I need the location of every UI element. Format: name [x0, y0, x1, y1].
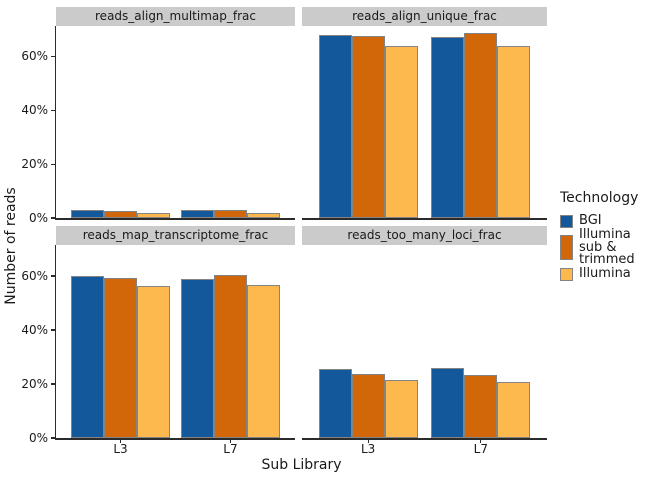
x-tick-mark [367, 438, 369, 443]
facet-strip-reads-map-transcriptome-frac: reads_map_transcriptome_frac [56, 226, 295, 245]
legend: Technology BGI Illumina sub & trimmed Illu… [560, 190, 672, 282]
bar-reads_align_multimap_frac-L3-illumina-sub-trimmed [104, 210, 138, 218]
legend-entry: BGI [560, 215, 672, 228]
y-axis-line [54, 26, 56, 220]
panel-reads-align-multimap-frac [54, 26, 295, 220]
x-axis-title: Sub Library [261, 457, 342, 473]
bar-reads_align_unique_frac-L3-bgi [318, 34, 352, 218]
bar-reads_align_multimap_frac-L3-illumina [137, 212, 171, 218]
y-tick-label: 0% [28, 210, 48, 225]
bar-reads_map_transcriptome_frac-L7-illumina [246, 284, 280, 438]
facet-strip-reads-too-many-loci-frac: reads_too_many_loci_frac [302, 226, 547, 245]
y-tick-label: 60% [21, 268, 48, 283]
legend-key-swatch [560, 215, 573, 228]
legend-entry-label: Illumina [579, 265, 631, 281]
y-tick-mark [50, 329, 56, 331]
bar-reads_map_transcriptome_frac-L3-illumina-sub-trimmed [104, 277, 138, 438]
legend-key-swatch [560, 235, 573, 261]
bar-reads_map_transcriptome_frac-L3-bgi [71, 276, 105, 438]
bar-reads_align_multimap_frac-L3-bgi [71, 209, 105, 218]
y-tick-label: 20% [21, 156, 48, 171]
legend-entry: Illumina [560, 265, 672, 281]
y-tick-label: 20% [21, 376, 48, 391]
y-tick-mark [50, 217, 56, 219]
x-tick-mark [480, 438, 482, 443]
bar-reads_too_many_loci_frac-L3-bgi [318, 369, 352, 438]
bar-reads_align_multimap_frac-L7-illumina [246, 212, 280, 218]
y-tick-mark [50, 275, 56, 277]
x-axis-line [302, 438, 547, 440]
x-tick-mark [119, 438, 122, 443]
bar-reads_map_transcriptome_frac-L7-bgi [180, 279, 214, 438]
y-tick-mark [50, 56, 56, 58]
x-tick-label: L7 [473, 442, 488, 456]
bar-reads_too_many_loci_frac-L7-illumina-sub-trimmed [464, 375, 498, 438]
bar-reads_align_multimap_frac-L7-bgi [180, 209, 214, 218]
bar-reads_too_many_loci_frac-L7-bgi [431, 368, 465, 438]
legend-entry-label: BGI [579, 213, 602, 229]
y-axis-line [54, 245, 56, 440]
y-tick-label: 0% [28, 430, 48, 445]
bar-reads_map_transcriptome_frac-L7-illumina-sub-trimmed [213, 275, 247, 438]
y-tick-label: 40% [21, 103, 48, 118]
x-axis-line [54, 218, 295, 220]
legend-key-swatch [560, 267, 573, 281]
panel-reads-map-transcriptome-frac [54, 245, 295, 440]
panel-reads-too-many-loci-frac [302, 245, 547, 440]
x-axis-line [54, 438, 295, 440]
bar-reads_align_unique_frac-L7-illumina [497, 45, 531, 218]
bar-reads_too_many_loci_frac-L3-illumina-sub-trimmed [351, 374, 385, 438]
bar-reads_align_unique_frac-L3-illumina [384, 45, 418, 218]
facet-strip-reads-align-multimap-frac: reads_align_multimap_frac [56, 7, 295, 26]
bar-reads_too_many_loci_frac-L7-illumina [497, 381, 531, 438]
bar-reads_align_multimap_frac-L7-illumina-sub-trimmed [213, 210, 247, 218]
facet-strip-reads-align-unique-frac: reads_align_unique_frac [302, 7, 547, 26]
x-tick-label: L3 [113, 442, 128, 456]
x-axis-line [302, 218, 547, 220]
legend-entries: BGI Illumina sub & trimmed Illumina [560, 215, 672, 281]
bar-reads_align_unique_frac-L7-bgi [431, 37, 465, 218]
y-tick-label: 40% [21, 322, 48, 337]
y-tick-mark [50, 163, 56, 165]
legend-entry-label: Illumina sub & trimmed [579, 227, 635, 267]
y-axis-title: Number of reads [3, 187, 19, 305]
y-tick-mark [50, 383, 56, 385]
legend-entry: Illumina sub & trimmed [560, 227, 672, 267]
bar-reads_align_unique_frac-L7-illumina-sub-trimmed [464, 33, 498, 218]
x-tick-label: L7 [223, 442, 238, 456]
bar-reads_map_transcriptome_frac-L3-illumina [137, 285, 171, 438]
y-tick-label: 60% [21, 49, 48, 64]
panel-reads-align-unique-frac [302, 26, 547, 220]
y-tick-mark [50, 109, 56, 112]
bar-reads_too_many_loci_frac-L3-illumina [384, 379, 418, 438]
x-tick-label: L3 [360, 442, 376, 456]
legend-title: Technology [560, 190, 639, 206]
x-tick-mark [229, 438, 232, 443]
bar-reads_align_unique_frac-L3-illumina-sub-trimmed [351, 36, 385, 218]
y-tick-mark [50, 437, 56, 439]
